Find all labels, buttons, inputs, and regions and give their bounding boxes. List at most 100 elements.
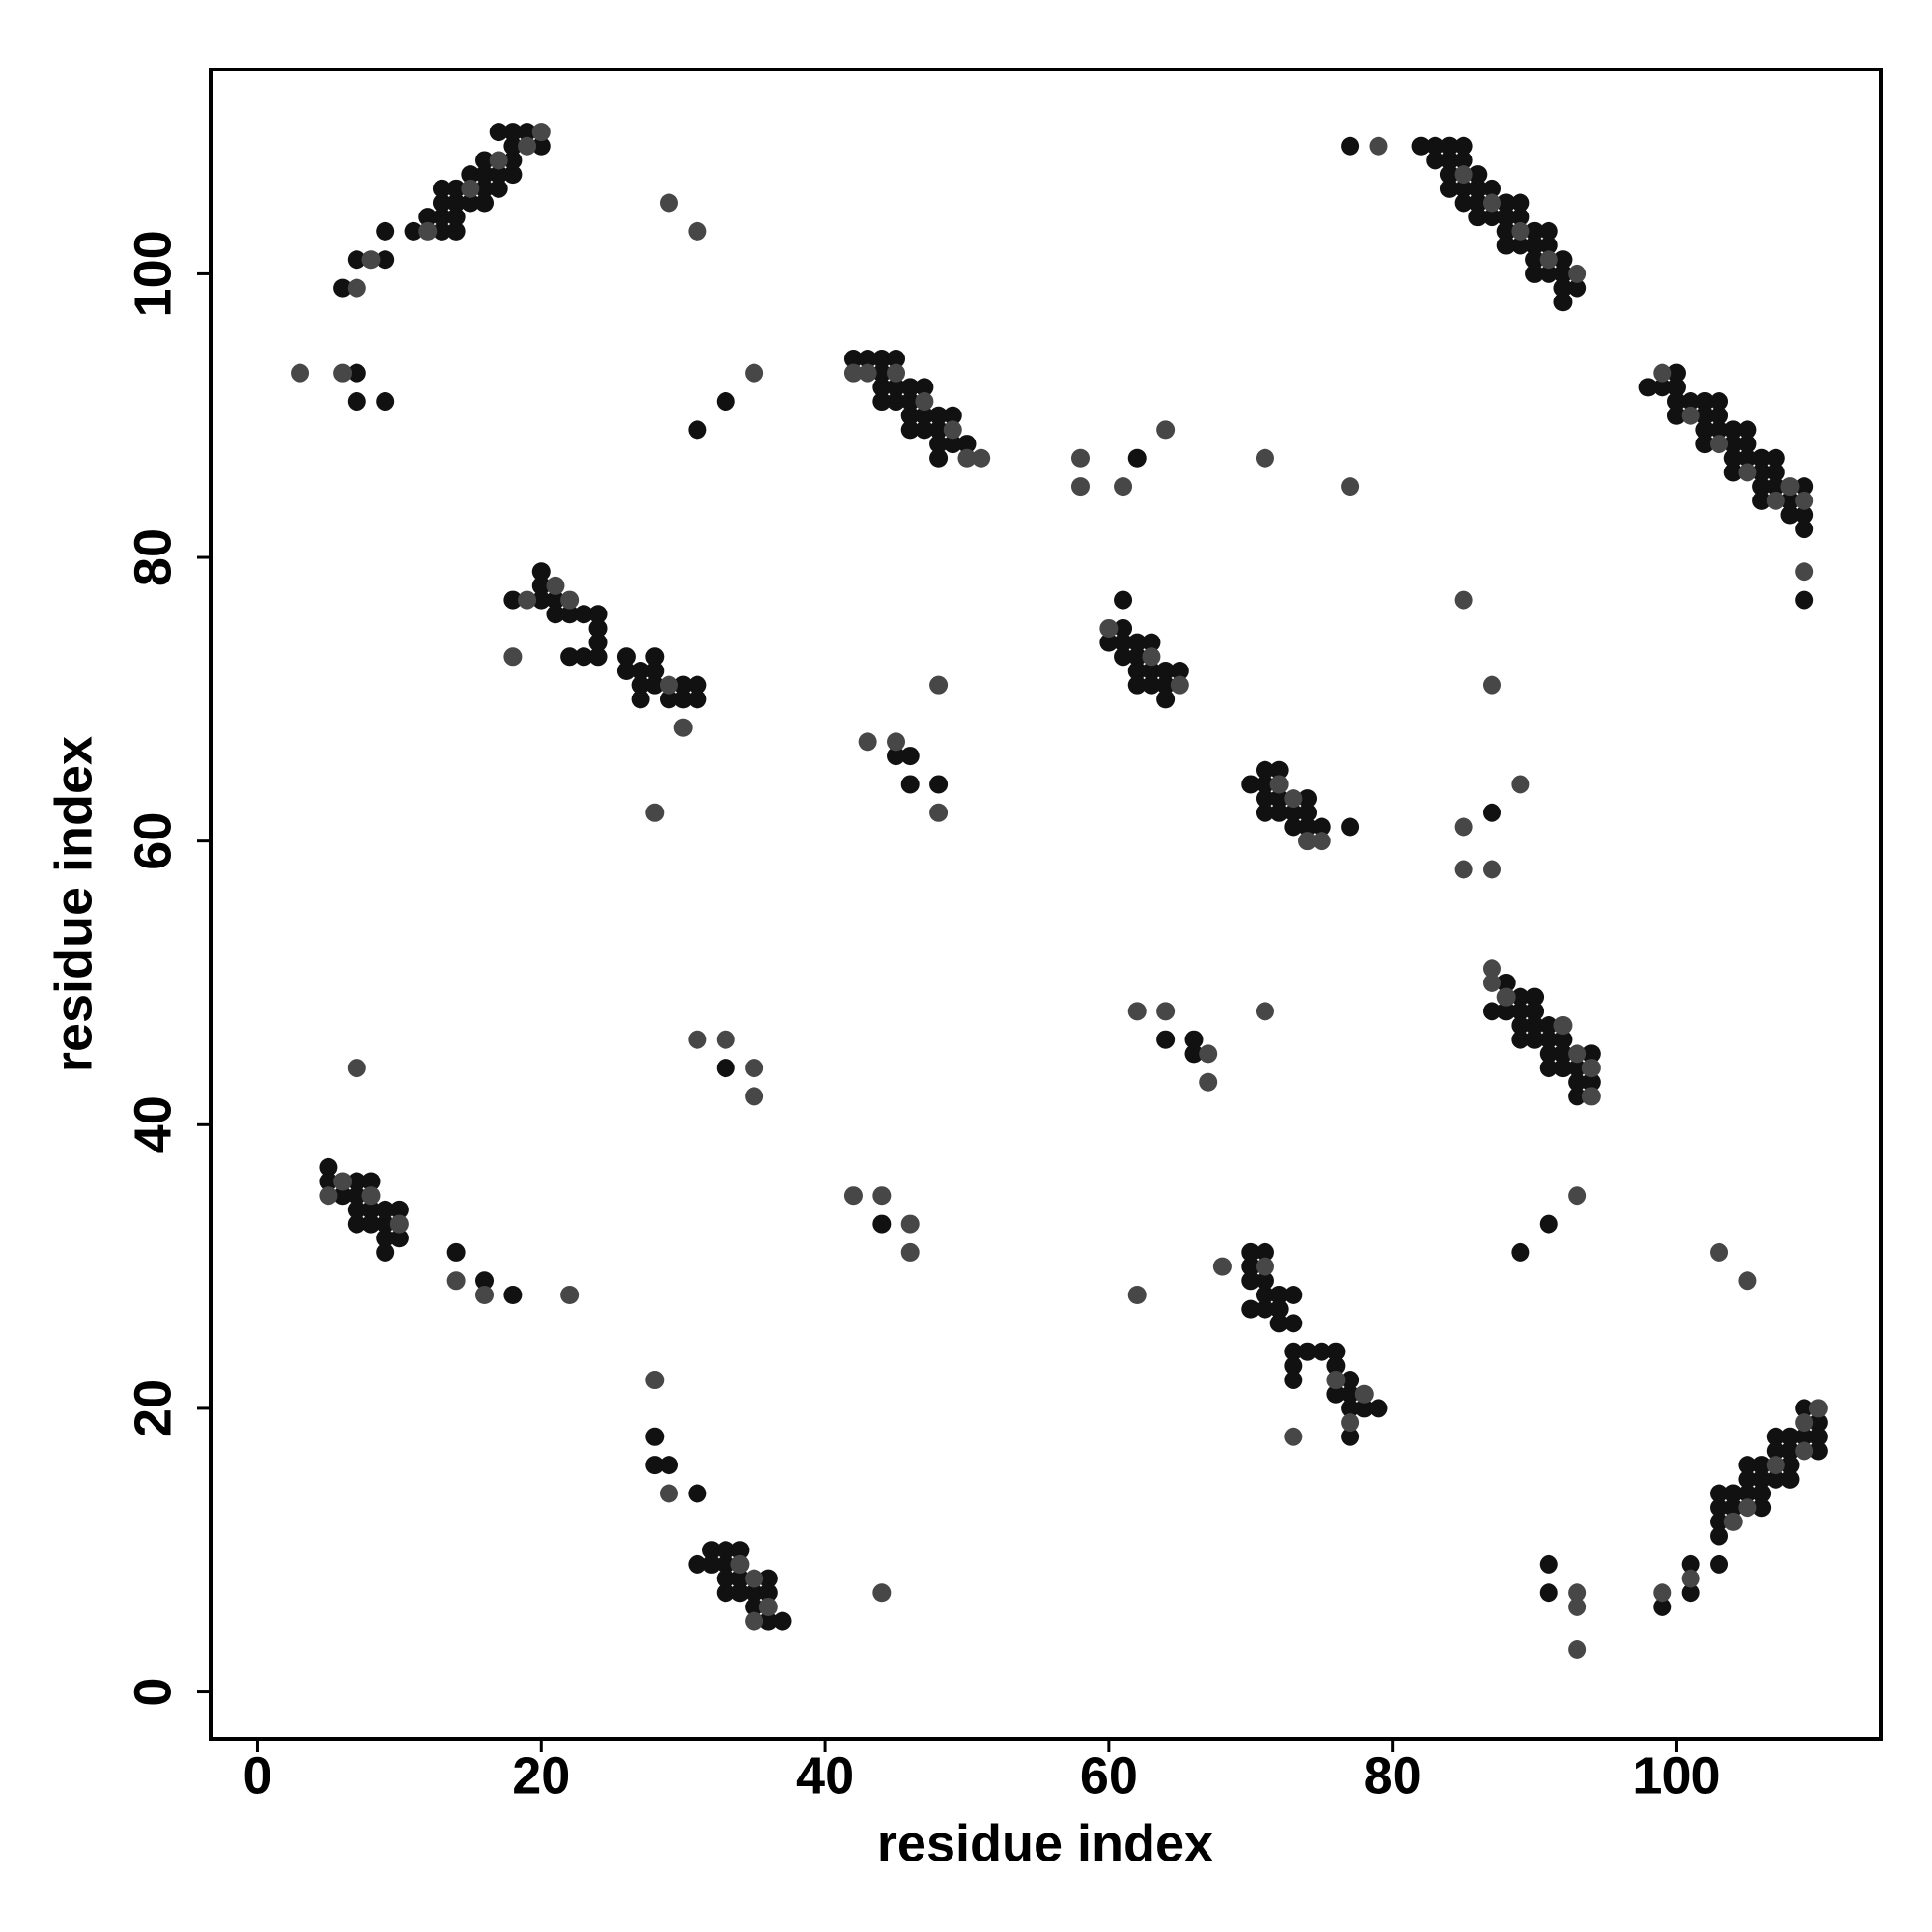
point (389, 1229, 409, 1248)
point (929, 420, 949, 440)
point (1341, 1413, 1360, 1433)
point (1255, 1299, 1274, 1319)
point (872, 392, 892, 412)
point (503, 136, 523, 156)
point (446, 1271, 466, 1291)
point (730, 1554, 750, 1574)
point (843, 350, 863, 369)
point (1581, 1059, 1601, 1078)
point (1298, 803, 1318, 822)
point (1766, 448, 1785, 468)
point (1795, 590, 1814, 610)
point (929, 803, 949, 822)
point (1738, 463, 1757, 482)
point (1723, 448, 1743, 468)
point (616, 647, 636, 667)
y-tick-label: 60 (124, 812, 182, 870)
point (758, 1597, 778, 1616)
point (872, 1214, 892, 1234)
point (1795, 491, 1814, 510)
point (887, 392, 906, 412)
point (1127, 1285, 1147, 1304)
point (1426, 136, 1445, 156)
point (758, 1583, 778, 1603)
point (1738, 1271, 1757, 1291)
point (1341, 1399, 1360, 1418)
y-axis-label: residue index (44, 736, 102, 1072)
point (1766, 463, 1785, 482)
point (376, 221, 395, 241)
point (1568, 264, 1587, 283)
point (1156, 661, 1176, 680)
point (1298, 789, 1318, 809)
point (574, 605, 593, 624)
point (1468, 179, 1488, 198)
point (1284, 1371, 1303, 1390)
point (1666, 363, 1686, 383)
point (1184, 1030, 1204, 1049)
point (943, 406, 962, 425)
point (1298, 832, 1318, 851)
point (1454, 817, 1473, 837)
point (1142, 675, 1161, 695)
point (716, 1541, 735, 1560)
point (773, 1611, 792, 1631)
point (1255, 760, 1274, 780)
point (1269, 760, 1289, 780)
point (929, 406, 949, 425)
point (1780, 491, 1800, 510)
point (616, 661, 636, 680)
point (1156, 420, 1176, 440)
point (475, 1271, 495, 1291)
point (745, 1087, 764, 1106)
point (361, 250, 381, 270)
point (1511, 1016, 1530, 1036)
point (688, 420, 707, 440)
point (1780, 1427, 1800, 1446)
point (1369, 1399, 1388, 1418)
point (291, 363, 310, 383)
point (531, 576, 551, 595)
point (1666, 378, 1686, 397)
point (518, 123, 537, 142)
point (1695, 406, 1715, 425)
point (843, 1186, 863, 1206)
point (872, 1186, 892, 1206)
point (1752, 1498, 1772, 1518)
point (1468, 165, 1488, 185)
point (446, 208, 466, 227)
point (319, 1186, 338, 1206)
point (1638, 378, 1658, 397)
point (688, 1030, 707, 1049)
point (1766, 491, 1785, 510)
point (1723, 420, 1743, 440)
x-tick-label: 100 (1633, 1747, 1719, 1804)
point (1269, 1299, 1289, 1319)
point (1539, 1044, 1558, 1064)
point (900, 406, 920, 425)
point (1525, 221, 1545, 241)
point (461, 165, 480, 185)
point (347, 1059, 366, 1078)
point (1511, 1030, 1530, 1049)
point (475, 165, 495, 185)
point (1511, 208, 1530, 227)
point (588, 647, 608, 667)
point (915, 420, 934, 440)
point (361, 1172, 381, 1191)
point (518, 136, 537, 156)
point (1525, 264, 1545, 283)
point (900, 378, 920, 397)
point (1710, 1484, 1729, 1503)
point (1312, 817, 1331, 837)
point (1525, 236, 1545, 255)
point (929, 775, 949, 794)
point (1255, 775, 1274, 794)
point (645, 1371, 665, 1390)
point (1738, 1498, 1757, 1518)
point (1681, 406, 1700, 425)
point (1070, 448, 1090, 468)
point (1369, 136, 1388, 156)
point (1326, 1342, 1346, 1361)
point (1710, 1498, 1729, 1518)
